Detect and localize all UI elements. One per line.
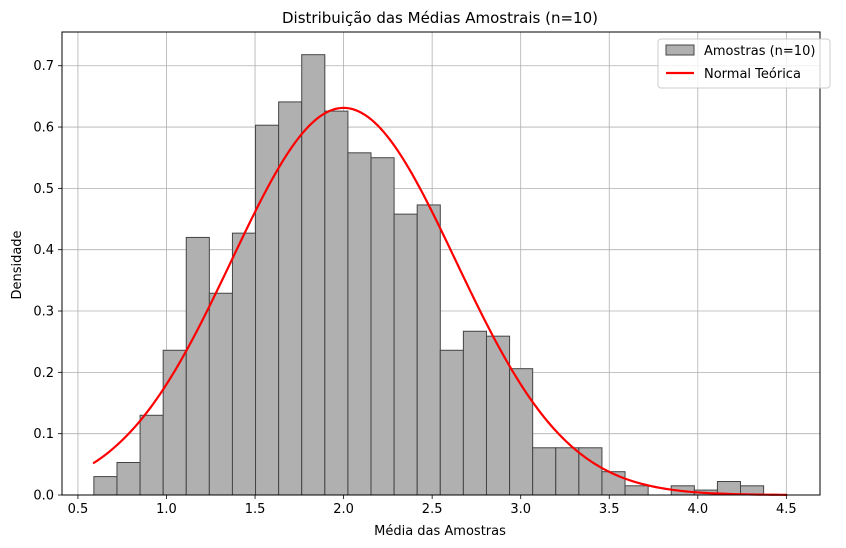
histogram-bar xyxy=(555,447,580,496)
x-tick-label: 4.5 xyxy=(776,502,797,517)
axes-frame xyxy=(61,31,821,496)
y-tick-label: 0.2 xyxy=(33,366,54,381)
y-tick-label: 0.3 xyxy=(33,305,54,320)
x-tick-label: 2.0 xyxy=(333,502,354,517)
histogram-bar xyxy=(462,330,487,496)
histogram-bar xyxy=(185,236,210,496)
histogram-bar xyxy=(93,476,118,496)
histogram-bar xyxy=(255,124,280,496)
histogram-bar xyxy=(624,485,649,496)
histogram-bar xyxy=(139,414,164,496)
histogram-bar xyxy=(208,292,233,496)
normal-curve-line xyxy=(92,106,788,496)
histogram-bar xyxy=(393,213,418,496)
x-tick-label: 4.0 xyxy=(687,502,708,517)
histogram-bar xyxy=(416,204,441,496)
histogram-bar xyxy=(116,461,141,496)
y-tick-label: 0.7 xyxy=(33,59,54,74)
histogram-bar xyxy=(439,349,464,496)
legend-label-normal: Normal Teórica xyxy=(704,67,801,82)
histogram-bar xyxy=(532,447,557,496)
y-tick-label: 0.0 xyxy=(33,489,54,504)
normal-curve-layer xyxy=(92,106,788,496)
chart-title: Distribuição das Médias Amostrais (n=10) xyxy=(282,9,598,27)
histogram-bar xyxy=(231,232,257,496)
histogram-bar xyxy=(347,152,372,496)
histogram-bar xyxy=(370,157,395,496)
y-tick-label: 0.4 xyxy=(33,243,54,258)
y-tick-label: 0.1 xyxy=(33,427,54,442)
x-tick-label: 3.0 xyxy=(510,502,531,517)
x-tick-label: 1.5 xyxy=(245,502,266,517)
y-axis-label: Densidade xyxy=(10,230,25,299)
legend-swatch-histogram xyxy=(665,44,695,56)
x-tick-label: 3.5 xyxy=(599,502,620,517)
x-tick-label: 1.0 xyxy=(156,502,177,517)
y-tick-label: 0.6 xyxy=(33,121,54,136)
y-tick-label: 0.5 xyxy=(33,182,54,197)
x-tick-label: 2.5 xyxy=(422,502,443,517)
legend: Amostras (n=10) Normal Teórica xyxy=(657,38,831,89)
histogram-bar xyxy=(601,471,626,496)
x-axis-label: Média das Amostras xyxy=(374,524,506,539)
legend-label-histogram: Amostras (n=10) xyxy=(704,44,815,59)
x-tick-label: 0.5 xyxy=(68,502,89,517)
legend-box xyxy=(657,38,831,89)
histogram-bars xyxy=(93,54,765,496)
histogram-bar xyxy=(509,368,534,496)
axis-ticks: 0.5 1.0 1.5 2.0 2.5 3.0 3.5 4.0 4.5 0.0 0.1 0.2 0.3 0… xyxy=(33,59,796,517)
histogram-bar xyxy=(324,110,349,496)
